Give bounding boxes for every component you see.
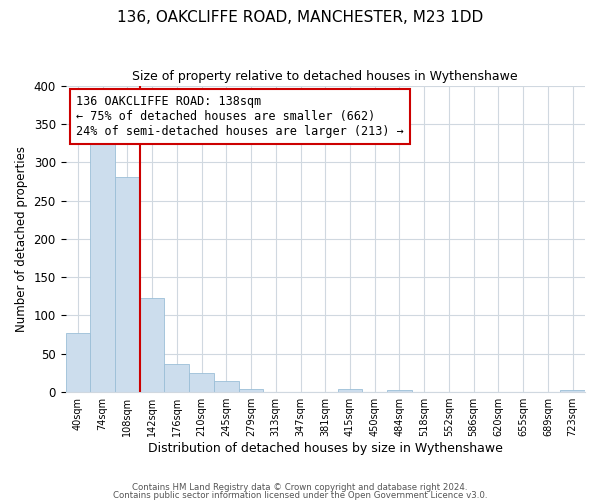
Bar bbox=[387, 390, 412, 392]
Bar bbox=[239, 389, 263, 392]
X-axis label: Distribution of detached houses by size in Wythenshawe: Distribution of detached houses by size … bbox=[148, 442, 503, 455]
Y-axis label: Number of detached properties: Number of detached properties bbox=[15, 146, 28, 332]
Text: 136, OAKCLIFFE ROAD, MANCHESTER, M23 1DD: 136, OAKCLIFFE ROAD, MANCHESTER, M23 1DD bbox=[117, 10, 483, 25]
Bar bbox=[189, 373, 214, 392]
Title: Size of property relative to detached houses in Wythenshawe: Size of property relative to detached ho… bbox=[133, 70, 518, 83]
Bar bbox=[214, 380, 239, 392]
Bar bbox=[115, 176, 140, 392]
Bar bbox=[164, 364, 189, 392]
Bar bbox=[140, 298, 164, 392]
Text: Contains public sector information licensed under the Open Government Licence v3: Contains public sector information licen… bbox=[113, 491, 487, 500]
Bar bbox=[338, 389, 362, 392]
Text: Contains HM Land Registry data © Crown copyright and database right 2024.: Contains HM Land Registry data © Crown c… bbox=[132, 484, 468, 492]
Bar bbox=[65, 333, 90, 392]
Text: 136 OAKCLIFFE ROAD: 138sqm
← 75% of detached houses are smaller (662)
24% of sem: 136 OAKCLIFFE ROAD: 138sqm ← 75% of deta… bbox=[76, 95, 404, 138]
Bar bbox=[560, 390, 585, 392]
Bar bbox=[90, 140, 115, 392]
